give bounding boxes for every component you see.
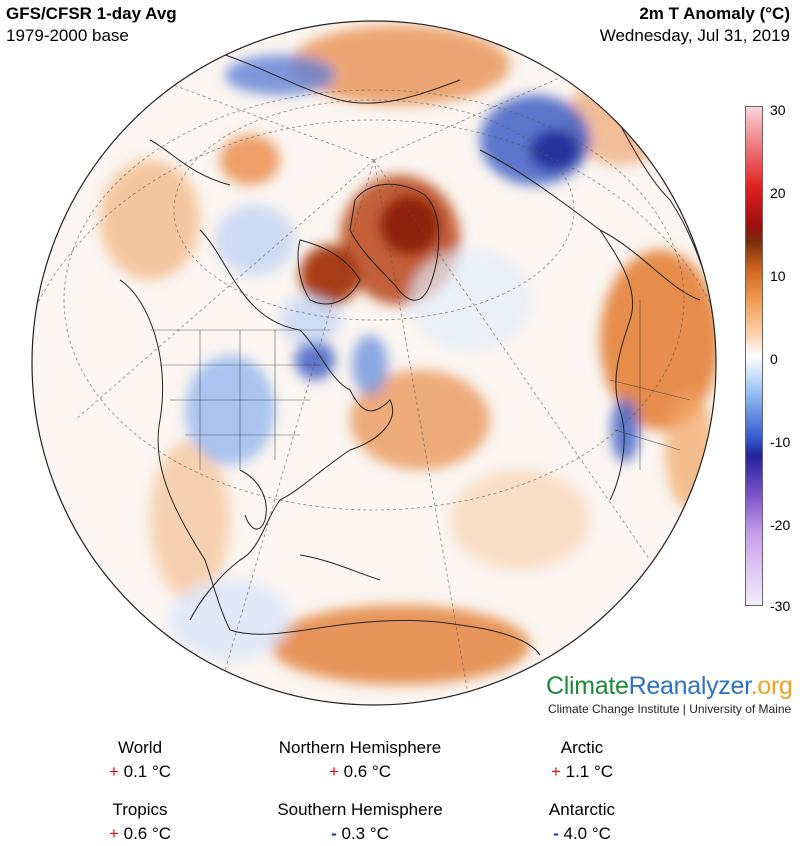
value: 0.1 °C [123, 762, 172, 781]
brand-part: .org [750, 672, 793, 700]
stat-southern-hemisphere: Southern Hemisphere - 0.3 °C [240, 800, 480, 844]
stat-label: World [117, 738, 163, 757]
brand-logo[interactable]: ClimateReanalyzer.org [546, 672, 793, 701]
colorbar-tick: 30 [770, 102, 786, 118]
sign: - [553, 824, 559, 843]
stat-arctic: Arctic + 1.1 °C [462, 738, 702, 782]
stat-value: + 0.1 °C [20, 762, 260, 782]
institute-credit: Climate Change Institute | University of… [548, 702, 792, 716]
colorbar-tick: 20 [770, 185, 786, 201]
map-title: GFS/CFSR 1-day Avg [6, 4, 177, 23]
value: 0.3 °C [341, 824, 389, 843]
variable-title: 2m T Anomaly (°C) [639, 4, 790, 23]
colorbar-tick: -30 [770, 598, 791, 614]
stat-world: World + 0.1 °C [20, 738, 260, 782]
colorbar-tick: 10 [770, 268, 786, 284]
colorbar-tick: -10 [770, 434, 791, 450]
stat-value: + 0.6 °C [240, 762, 480, 782]
sign: + [108, 824, 119, 843]
stat-label: Arctic [560, 738, 604, 757]
stat-antarctic: Antarctic - 4.0 °C [462, 800, 702, 844]
stat-value: + 1.1 °C [462, 762, 702, 782]
stat-label: Northern Hemisphere [278, 738, 442, 757]
stat-value: - 4.0 °C [462, 824, 702, 844]
date-label: Wednesday, Jul 31, 2019 [599, 26, 790, 45]
brand-part: Reanalyzer [628, 672, 751, 700]
stat-tropics: Tropics + 0.6 °C [20, 800, 260, 844]
stat-label: Southern Hemisphere [277, 800, 443, 819]
stat-value: - 0.3 °C [240, 824, 480, 844]
color-scale-bar [745, 106, 763, 606]
brand-part: Climate [546, 672, 629, 700]
stat-label: Tropics [112, 800, 168, 819]
sign: - [331, 824, 337, 843]
value: 4.0 °C [563, 824, 611, 843]
stat-value: + 0.6 °C [20, 824, 260, 844]
value: 1.1 °C [565, 762, 614, 781]
value: 0.6 °C [123, 824, 172, 843]
sign: + [108, 762, 119, 781]
base-period: 1979-2000 base [6, 26, 129, 45]
stat-label: Antarctic [548, 800, 616, 819]
sign: + [328, 762, 339, 781]
sign: + [550, 762, 561, 781]
value: 0.6 °C [343, 762, 392, 781]
globe-outline [31, 20, 717, 706]
borders [150, 300, 691, 470]
stat-northern-hemisphere: Northern Hemisphere + 0.6 °C [240, 738, 480, 782]
colorbar-tick: -20 [770, 517, 791, 533]
colorbar-tick: 0 [770, 351, 778, 367]
